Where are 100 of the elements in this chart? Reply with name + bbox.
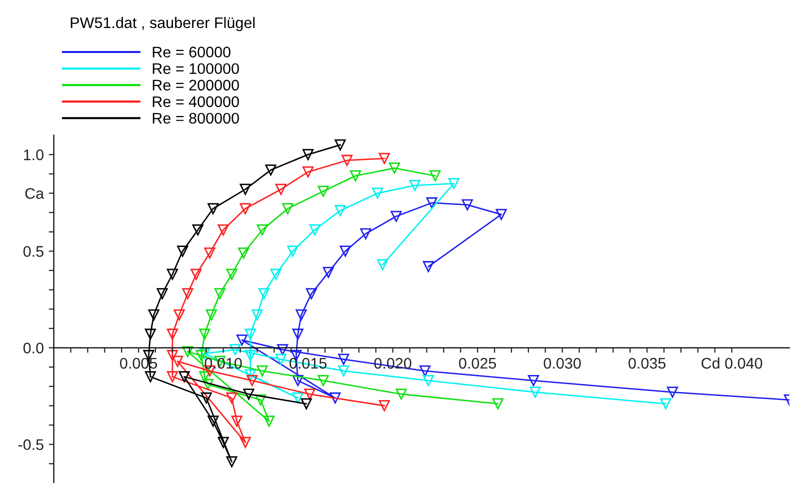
point <box>426 197 438 208</box>
point <box>172 356 184 367</box>
point <box>263 416 275 427</box>
point <box>199 348 210 360</box>
point <box>255 394 266 406</box>
point <box>334 205 346 216</box>
x-tick-label: 0.030 <box>544 358 581 369</box>
point <box>214 288 226 300</box>
y-tick-label: 1.0 <box>24 149 44 160</box>
point <box>190 268 202 280</box>
point <box>144 328 156 340</box>
point <box>340 246 351 257</box>
point <box>422 261 434 272</box>
point <box>218 436 229 448</box>
chart-title: PW51.dat , sauberer Flügel <box>70 16 255 32</box>
point <box>292 328 304 340</box>
point <box>377 259 388 270</box>
point <box>258 288 270 300</box>
point <box>302 149 314 160</box>
point <box>341 154 353 166</box>
point <box>246 375 258 386</box>
point <box>265 164 276 176</box>
point <box>256 224 268 236</box>
point <box>177 246 188 257</box>
point <box>156 288 168 300</box>
point <box>378 152 390 164</box>
point <box>334 139 346 150</box>
point <box>318 186 329 197</box>
point <box>338 365 350 376</box>
point <box>350 170 362 182</box>
point <box>378 400 390 412</box>
y-tick-label: -0.5 <box>18 439 44 450</box>
point <box>448 178 460 190</box>
y-tick-label: 0.5 <box>23 246 44 257</box>
point <box>296 309 307 320</box>
point <box>422 375 434 386</box>
point <box>292 375 304 386</box>
point <box>430 170 441 182</box>
point <box>200 392 212 404</box>
point <box>304 388 316 400</box>
legend-label: Re = 800000 <box>152 112 239 124</box>
point <box>166 371 178 382</box>
x-tick-label: 0.035 <box>628 358 666 369</box>
point <box>282 203 294 214</box>
point <box>178 371 190 382</box>
point <box>275 354 286 365</box>
point <box>240 203 251 214</box>
point <box>309 224 320 236</box>
point <box>496 208 507 220</box>
point <box>338 354 350 365</box>
legend-label: Re = 60000 <box>152 46 230 58</box>
point <box>388 162 400 174</box>
point <box>256 365 268 376</box>
point <box>208 416 219 427</box>
point <box>174 309 185 320</box>
y-tick-label: Ca <box>25 188 44 199</box>
point <box>419 365 431 376</box>
point <box>660 398 672 410</box>
point <box>306 288 317 300</box>
point <box>330 392 341 404</box>
point <box>226 268 238 280</box>
point <box>182 288 194 300</box>
point <box>277 344 288 356</box>
point <box>300 398 312 410</box>
point <box>275 184 286 195</box>
point <box>240 436 251 448</box>
y-tick-label: 0.0 <box>23 342 44 354</box>
point <box>206 309 217 320</box>
point <box>287 246 298 257</box>
point <box>666 386 678 398</box>
point <box>199 371 210 382</box>
point <box>318 375 329 386</box>
point <box>236 334 248 346</box>
point <box>238 248 250 259</box>
legend-label: Re = 100000 <box>152 63 239 74</box>
x-tick-label: 0.025 <box>459 358 496 369</box>
point <box>292 392 304 404</box>
point <box>218 224 229 236</box>
point <box>409 180 420 192</box>
point <box>372 188 384 199</box>
point <box>182 346 194 358</box>
point <box>360 228 372 240</box>
point <box>199 328 210 340</box>
point <box>226 456 238 468</box>
point <box>492 398 504 410</box>
point <box>243 388 254 400</box>
point <box>192 224 204 236</box>
point <box>148 309 160 320</box>
point <box>528 375 540 386</box>
point <box>322 266 334 278</box>
point <box>208 203 219 214</box>
point <box>144 371 156 382</box>
point <box>244 369 256 380</box>
point <box>204 248 216 259</box>
point <box>462 199 473 210</box>
legend-label: Re = 400000 <box>152 96 239 108</box>
point <box>396 388 407 400</box>
point <box>166 268 178 280</box>
point <box>166 350 178 362</box>
point <box>270 268 282 280</box>
